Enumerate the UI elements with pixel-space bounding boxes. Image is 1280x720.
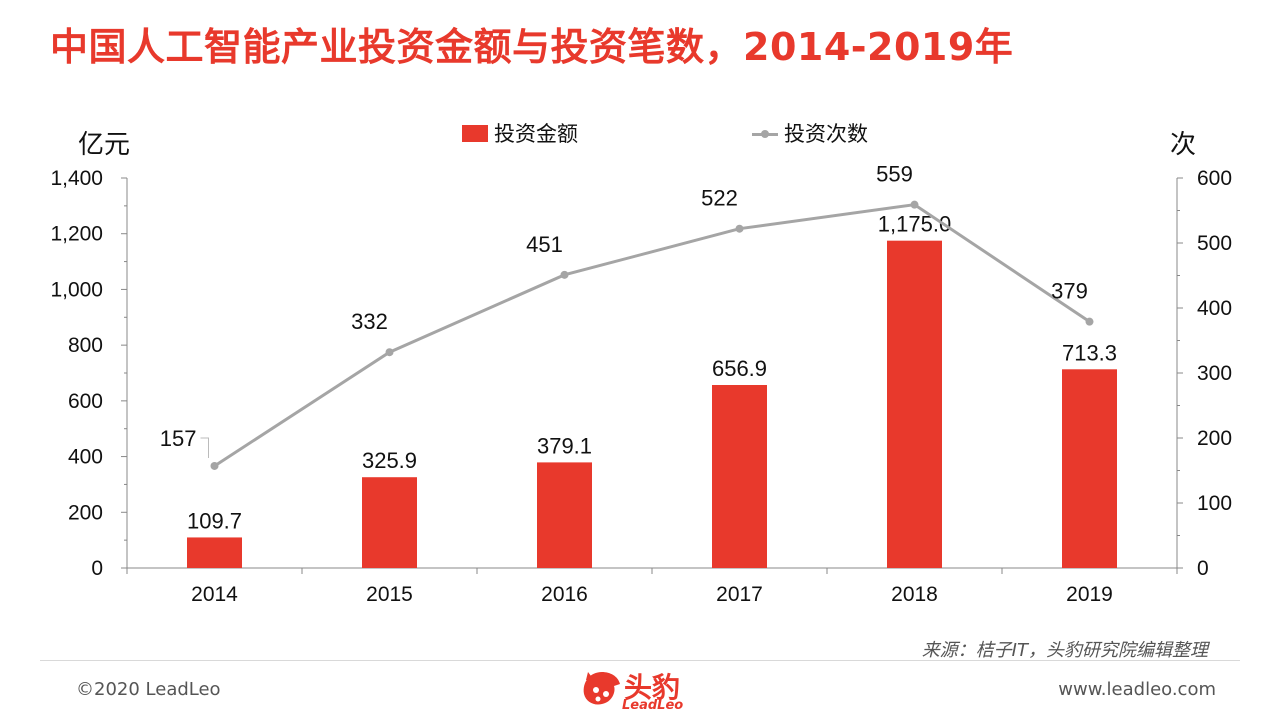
left-axis-unit: 亿元 (78, 130, 131, 160)
right-tick-label: 600 (1197, 167, 1232, 190)
logo-subtext: LeadLeo (622, 698, 684, 713)
bar-data-label: 713.3 (1062, 340, 1117, 365)
right-tick-label: 300 (1197, 362, 1232, 385)
left-tick-label: 600 (68, 390, 103, 413)
line-swatch-icon (752, 125, 778, 142)
bar (187, 537, 242, 568)
left-tick-label: 800 (68, 334, 103, 357)
left-tick-label: 1,000 (50, 278, 103, 301)
bar-data-label: 379.1 (537, 433, 592, 458)
bar (1062, 369, 1117, 568)
bar-data-label: 325.9 (362, 448, 417, 473)
line-data-label: 157 (160, 426, 197, 451)
line-data-label: 451 (526, 232, 563, 257)
right-tick-label: 200 (1197, 427, 1232, 450)
right-tick-label: 500 (1197, 232, 1232, 255)
leopard-head-icon (583, 672, 620, 705)
line-point (210, 461, 219, 470)
line-data-label: 332 (351, 309, 388, 334)
logo-text: 头豹 (624, 671, 681, 704)
line-data-label: 379 (1051, 279, 1088, 304)
x-tick-label: 2015 (366, 583, 413, 606)
line-data-label: 559 (876, 162, 913, 187)
legend-bar-label: 投资金额 (494, 122, 578, 146)
website-link[interactable]: www.leadleo.com (1058, 679, 1216, 700)
left-tick-label: 1,200 (50, 223, 103, 246)
legend-line-label: 投资次数 (784, 122, 868, 146)
legend-item-bar: 投资金额 (462, 118, 578, 148)
bar-data-label: 109.7 (187, 508, 242, 533)
line-point (735, 224, 744, 233)
bar (362, 477, 417, 568)
bar-data-label: 1,175.0 (878, 212, 951, 237)
copyright: ©2020 LeadLeo (76, 679, 221, 700)
line-point (385, 348, 394, 357)
footer-divider (40, 660, 1240, 661)
left-tick-label: 200 (68, 501, 103, 524)
legend-item-line: 投资次数 (752, 118, 868, 148)
leadleo-logo: 头豹 LeadLeo (580, 664, 710, 716)
left-tick-label: 0 (91, 557, 103, 580)
line-point (1085, 317, 1094, 326)
right-tick-label: 100 (1197, 492, 1232, 515)
source-note: 来源：桔子IT，头豹研究院编辑整理 (921, 640, 1208, 661)
left-tick-label: 1,400 (50, 167, 103, 190)
leader-line (200, 437, 209, 458)
x-tick-label: 2017 (716, 583, 763, 606)
right-tick-label: 0 (1197, 557, 1209, 580)
x-tick-label: 2014 (191, 583, 238, 606)
page-title: 中国人工智能产业投资金额与投资笔数，2014-2019年 (50, 25, 1014, 69)
bar-swatch-icon (462, 124, 488, 142)
bar-data-label: 656.9 (712, 356, 767, 381)
right-axis-unit: 次 (1170, 130, 1197, 160)
x-tick-label: 2018 (891, 583, 938, 606)
line-point (910, 200, 919, 209)
bar (537, 462, 592, 568)
x-tick-label: 2019 (1066, 583, 1113, 606)
x-tick-label: 2016 (541, 583, 588, 606)
right-tick-label: 400 (1197, 297, 1232, 320)
bar (712, 385, 767, 568)
line-series (213, 203, 1091, 468)
line-data-label: 522 (701, 186, 738, 211)
line-point (560, 270, 569, 279)
left-tick-label: 400 (68, 446, 103, 469)
bar (887, 240, 942, 568)
